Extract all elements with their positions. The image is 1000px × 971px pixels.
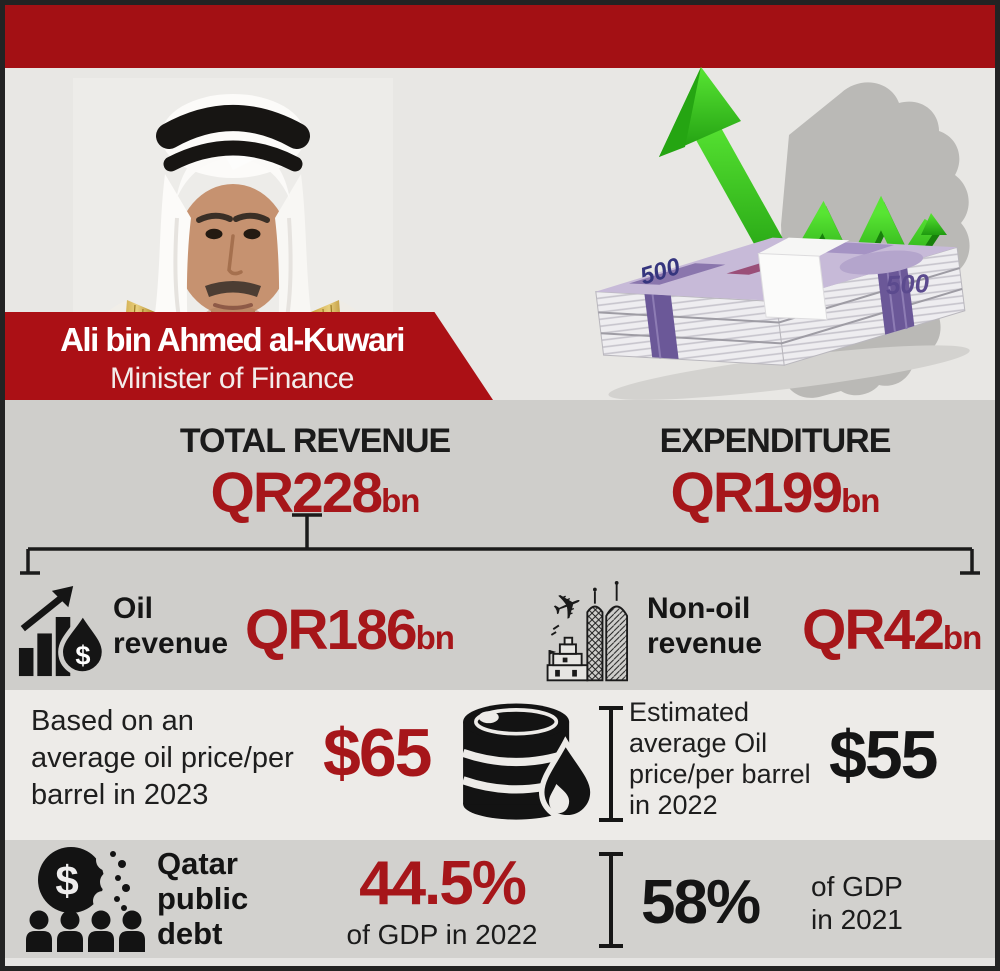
revenue-section <box>5 400 995 690</box>
people-icons <box>26 910 145 952</box>
oil-revenue-icon: $ <box>18 586 107 677</box>
oil-drop-icon <box>58 608 107 677</box>
minister-title: Minister of Finance <box>110 362 354 395</box>
agal-upper <box>156 105 310 149</box>
nose <box>227 234 243 276</box>
oil-price-2022-text: Estimated average Oil price/per barrel i… <box>629 697 811 820</box>
non-oil-revenue-label: Non-oil revenue <box>647 592 763 660</box>
expenditure-block: EXPENDITURE QR199bn <box>590 422 960 522</box>
agal-lower <box>163 140 303 172</box>
public-debt-section <box>5 840 995 958</box>
expenditure-value: QR199bn <box>670 461 881 525</box>
note-value-right: 500 <box>885 268 930 300</box>
total-revenue-label: TOTAL REVENUE <box>179 422 451 460</box>
bottom-strip <box>5 958 995 966</box>
debt-2021-value: 58% <box>641 868 761 937</box>
tower-crosshatch <box>586 605 604 682</box>
oil-revenue-value: QR186bn <box>245 598 455 662</box>
wrapper-band-front <box>757 252 828 321</box>
oil-price-content: Based on an average oil price/per barrel… <box>5 690 995 840</box>
minister-name: Ali bin Ahmed al-Kuwari <box>60 321 405 358</box>
coin-icon <box>38 847 104 913</box>
minister-name-banner: Ali bin Ahmed al-Kuwari Minister of Fina… <box>5 312 493 400</box>
coin-dollar: $ <box>55 857 78 904</box>
top-red-band <box>5 5 995 68</box>
total-revenue-value: QR228bn <box>210 461 421 525</box>
debt-2022-value: 44.5% <box>359 849 527 918</box>
money-growth-illustration: 500 500 <box>595 67 970 400</box>
oil-drop-dollar: $ <box>75 639 90 670</box>
total-revenue-block: TOTAL REVENUE QR228bn <box>130 422 500 522</box>
mustache <box>205 281 261 297</box>
public-debt-icon: $ <box>26 847 145 952</box>
oil-price-2023-value: $65 <box>323 715 432 791</box>
public-debt-content: $ Qatar public debt 44.5% of GDP in 2022… <box>5 840 995 958</box>
debt-2021-caption: of GDP in 2021 <box>811 871 903 935</box>
non-oil-revenue-value: QR42bn <box>802 598 982 662</box>
eye-left <box>205 228 223 240</box>
wrapper-band-top <box>758 237 850 257</box>
debt-2022-caption: of GDP in 2022 <box>346 919 538 950</box>
airplane-icon: ✈ <box>546 582 589 631</box>
infographic-canvas: 500 500 Ali bin Ahmed al-Kuwari Minister… <box>5 5 995 966</box>
public-debt-label: Qatar public debt <box>157 846 249 951</box>
eyebrow-right <box>233 212 270 223</box>
oil-price-2023-text: Based on an average oil price/per barrel… <box>31 705 294 811</box>
oil-barrel-icon <box>461 703 596 821</box>
non-oil-revenue-icon: ✈ <box>546 580 629 682</box>
debt-2022-block: 44.5% of GDP in 2022 <box>323 852 561 951</box>
banknote-stacks: 500 500 <box>595 237 970 400</box>
eye-right <box>243 228 261 240</box>
expenditure-label: EXPENDITURE <box>659 422 892 460</box>
eyebrow-left <box>196 212 233 223</box>
revenue-content: TOTAL REVENUE QR228bn EXPENDITURE QR199b… <box>5 400 995 690</box>
divider-oil <box>599 706 623 822</box>
oil-revenue-label: Oil revenue <box>113 592 229 660</box>
mouth <box>213 303 253 310</box>
tower-round <box>605 605 629 682</box>
growth-arrow-icon <box>51 586 74 608</box>
divider-debt <box>599 852 623 948</box>
oil-price-2022-value: $55 <box>829 717 938 793</box>
revenue-split-bracket <box>20 513 980 575</box>
